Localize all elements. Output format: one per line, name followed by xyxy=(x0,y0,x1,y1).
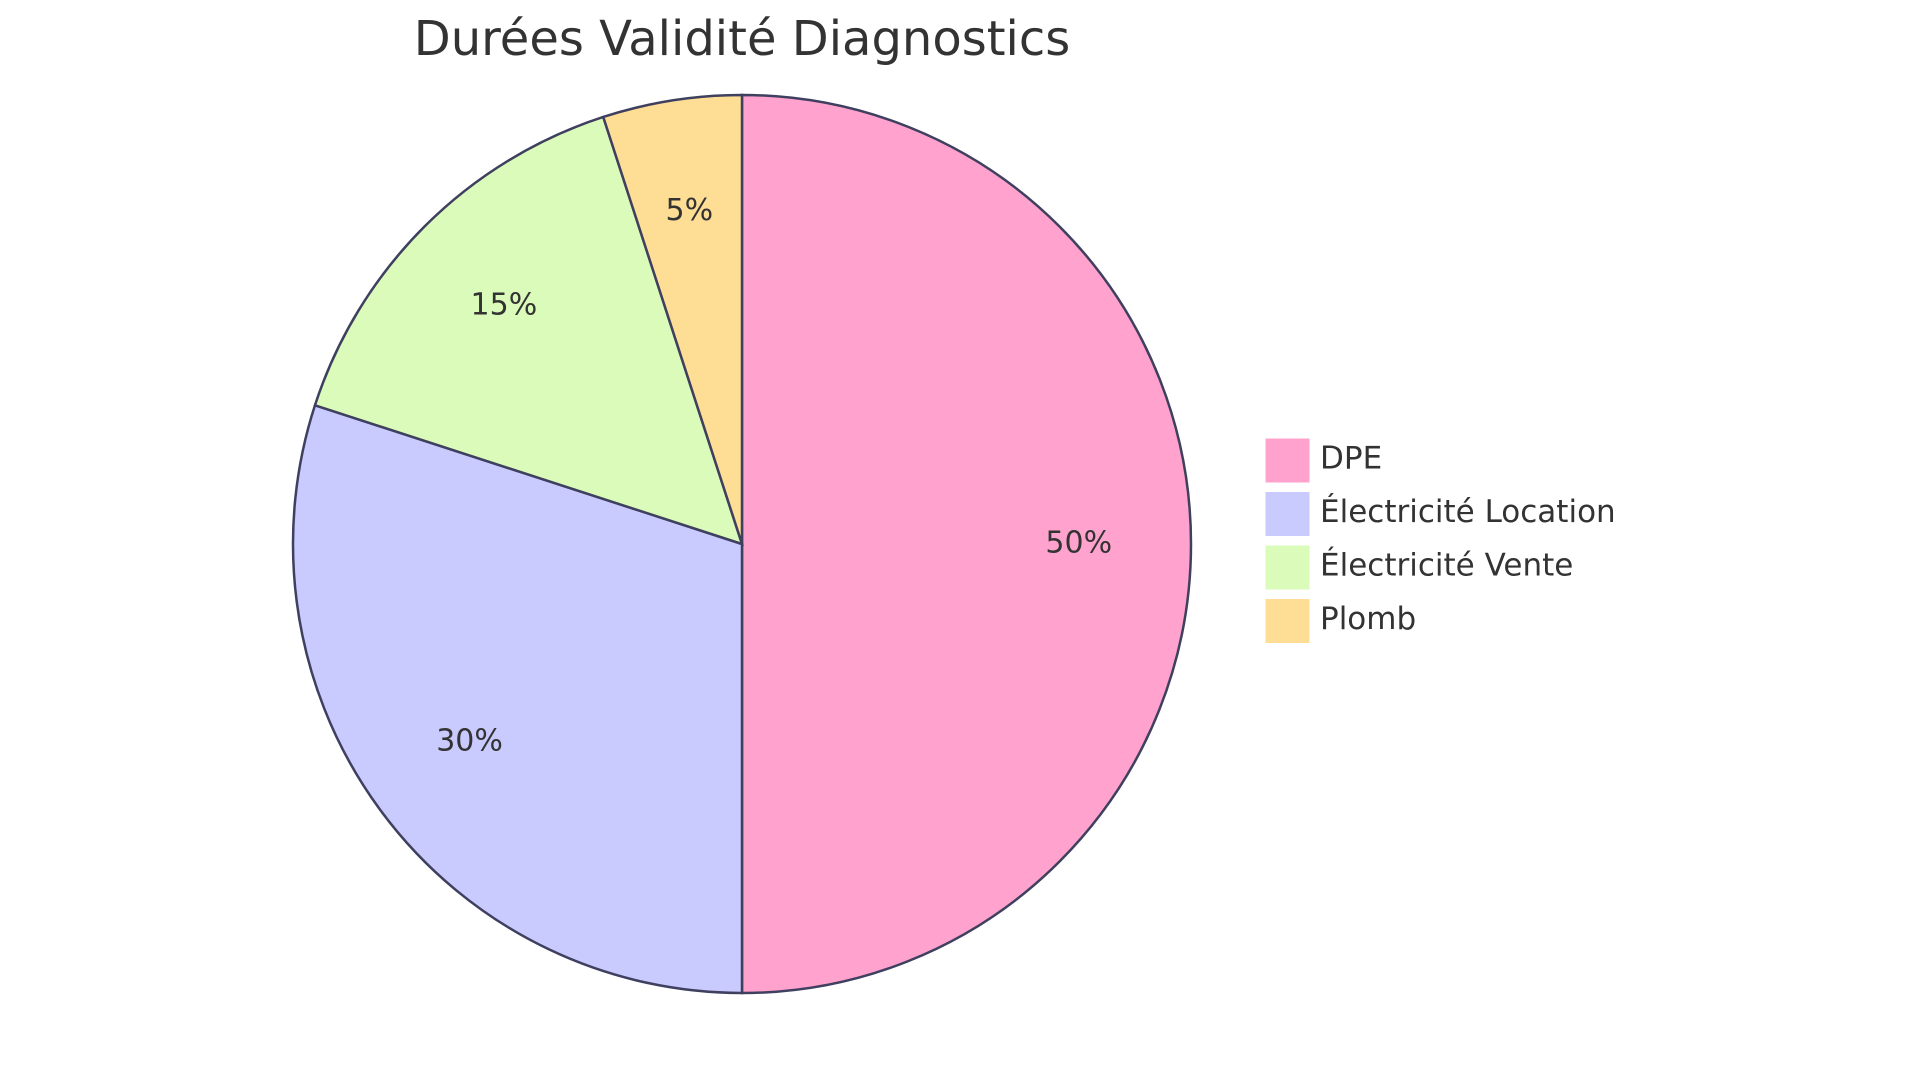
pie-slice xyxy=(601,93,744,545)
data-label: 15% xyxy=(471,287,538,322)
legend-swatch xyxy=(1264,491,1311,537)
data-label: 50% xyxy=(1045,526,1112,561)
data-label: 30% xyxy=(436,723,503,758)
pie-slice xyxy=(291,403,744,995)
legend-label: DPE xyxy=(1320,441,1382,477)
legend-swatch xyxy=(1264,437,1311,484)
pie-slice xyxy=(313,115,744,546)
chart-title: Durées Validité Diagnostics xyxy=(414,11,1071,67)
legend-label: Électricité Vente xyxy=(1320,548,1573,584)
data-label: 5% xyxy=(666,193,714,228)
legend-label: Plomb xyxy=(1320,601,1416,637)
legend-swatch xyxy=(1264,544,1311,591)
legend-label: Électricité Location xyxy=(1320,494,1616,530)
pie-slice xyxy=(740,93,1193,995)
legend-swatch xyxy=(1264,598,1311,644)
